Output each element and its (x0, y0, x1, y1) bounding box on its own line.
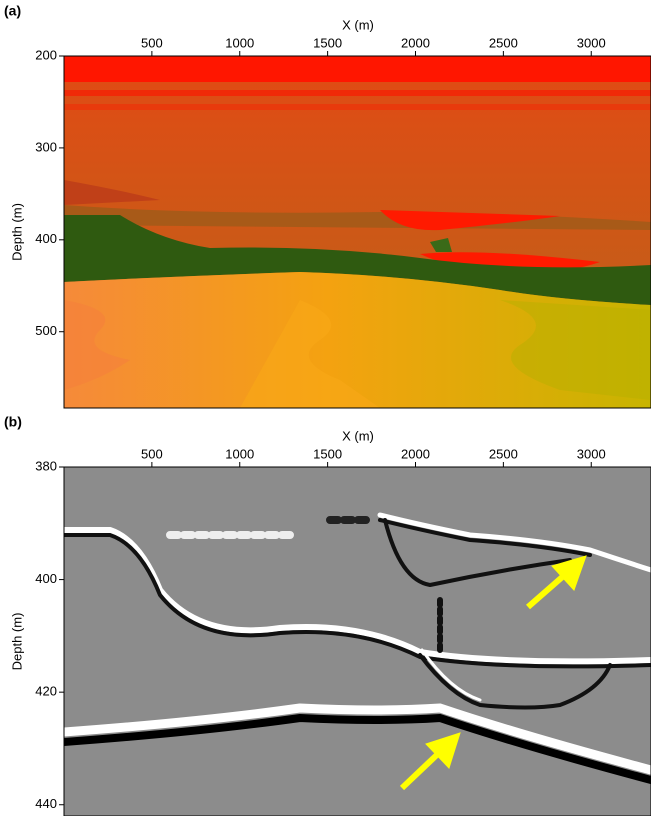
velocity-model (64, 56, 651, 408)
seismic-image (64, 467, 651, 816)
y-tick-label: 400 (35, 231, 57, 246)
x-tick-label: 2000 (401, 446, 430, 461)
panel-label: (a) (4, 3, 21, 19)
y-tick-label: 380 (35, 458, 57, 473)
x-tick-label: 500 (141, 446, 163, 461)
x-tick-label: 500 (141, 35, 163, 50)
x-tick-label: 3000 (577, 446, 606, 461)
panel-label: (b) (4, 414, 22, 430)
x-tick-label: 2000 (401, 35, 430, 50)
x-tick-label: 1000 (225, 446, 254, 461)
arrows (399, 555, 587, 791)
y-tick-label: 420 (35, 684, 57, 699)
frame (63, 466, 651, 816)
y-tick-label: 300 (35, 139, 57, 154)
y-axis-label: Depth (m) (9, 203, 24, 261)
y-tick-label: 200 (35, 47, 57, 62)
x-tick-label: 1000 (225, 35, 254, 50)
x-tick-label: 1500 (313, 446, 342, 461)
x-tick-label: 1500 (313, 35, 342, 50)
y-tick-label: 500 (35, 323, 57, 338)
y-axis-label: Depth (m) (9, 613, 24, 671)
y-tick-label: 440 (35, 796, 57, 811)
x-tick-label: 2500 (489, 446, 518, 461)
x-tick-label: 2500 (489, 35, 518, 50)
x-tick-label: 3000 (577, 35, 606, 50)
y-tick-label: 400 (35, 571, 57, 586)
x-axis-label: X (m) (342, 17, 374, 32)
x-axis-label: X (m) (342, 428, 374, 443)
frame (63, 55, 651, 409)
